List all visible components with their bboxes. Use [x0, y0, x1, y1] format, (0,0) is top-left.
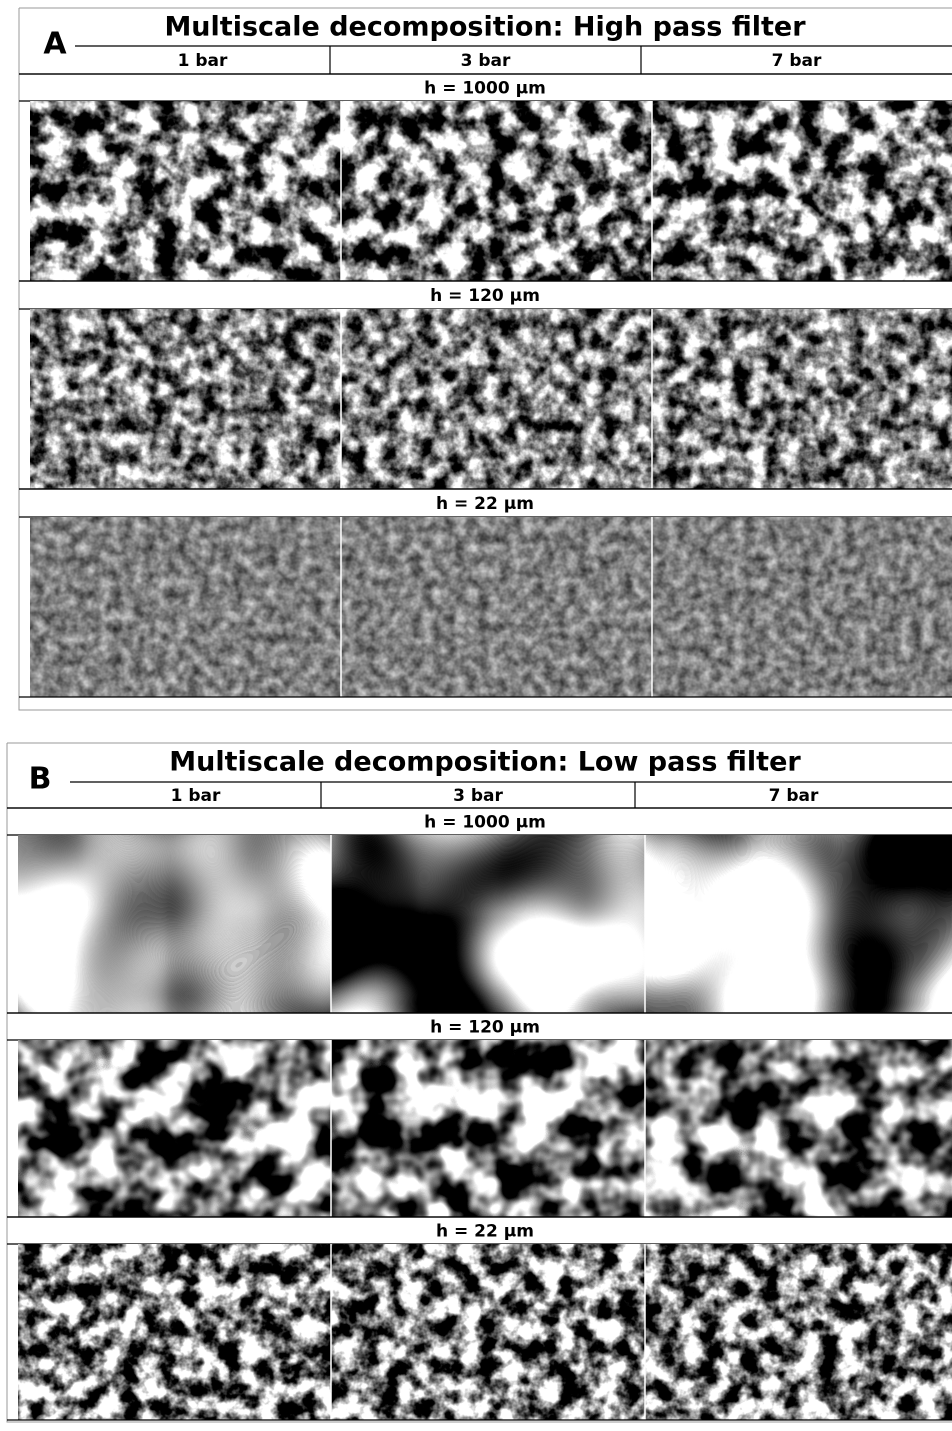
- column-header: 3 bar: [453, 786, 503, 806]
- micrograph: [331, 835, 645, 1013]
- micrograph: [341, 517, 652, 697]
- figure: A Multiscale decomposition: High pass fil…: [0, 0, 952, 1427]
- micrograph: [30, 101, 341, 281]
- row-header: h = 120 µm: [430, 286, 540, 306]
- micrograph: [645, 1040, 952, 1217]
- panel-label: A: [43, 27, 67, 62]
- row-header: h = 1000 µm: [424, 79, 546, 99]
- column-header: 7 bar: [772, 51, 822, 71]
- row-header: h = 22 µm: [436, 494, 534, 514]
- panel: A Multiscale decomposition: High pass fil…: [19, 8, 952, 710]
- micrograph: [645, 1244, 952, 1420]
- panel-label: B: [29, 762, 52, 797]
- micrograph: [341, 309, 652, 489]
- micrograph: [331, 1040, 645, 1217]
- row-header: h = 120 µm: [430, 1018, 540, 1038]
- micrograph: [18, 1244, 331, 1420]
- column-header: 7 bar: [769, 786, 819, 806]
- micrograph: [30, 517, 341, 697]
- micrograph: [331, 1244, 645, 1420]
- micrograph: [652, 101, 952, 281]
- column-header: 1 bar: [178, 51, 228, 71]
- row-header: h = 1000 µm: [424, 813, 546, 833]
- column-header: 3 bar: [461, 51, 511, 71]
- row-header: h = 22 µm: [436, 1222, 534, 1242]
- panel-title: Multiscale decomposition: High pass filt…: [164, 12, 806, 43]
- page: A Multiscale decomposition: High pass fil…: [0, 0, 952, 1427]
- micrograph: [645, 835, 952, 1013]
- column-header: 1 bar: [171, 786, 221, 806]
- panel: B Multiscale decomposition: Low pass filt…: [7, 743, 952, 1422]
- panel-title: Multiscale decomposition: Low pass filte…: [169, 747, 801, 778]
- micrograph: [652, 517, 952, 697]
- micrograph: [18, 835, 331, 1013]
- micrograph: [18, 1040, 331, 1217]
- micrograph: [341, 101, 652, 281]
- micrograph: [30, 309, 341, 489]
- micrograph: [652, 309, 952, 489]
